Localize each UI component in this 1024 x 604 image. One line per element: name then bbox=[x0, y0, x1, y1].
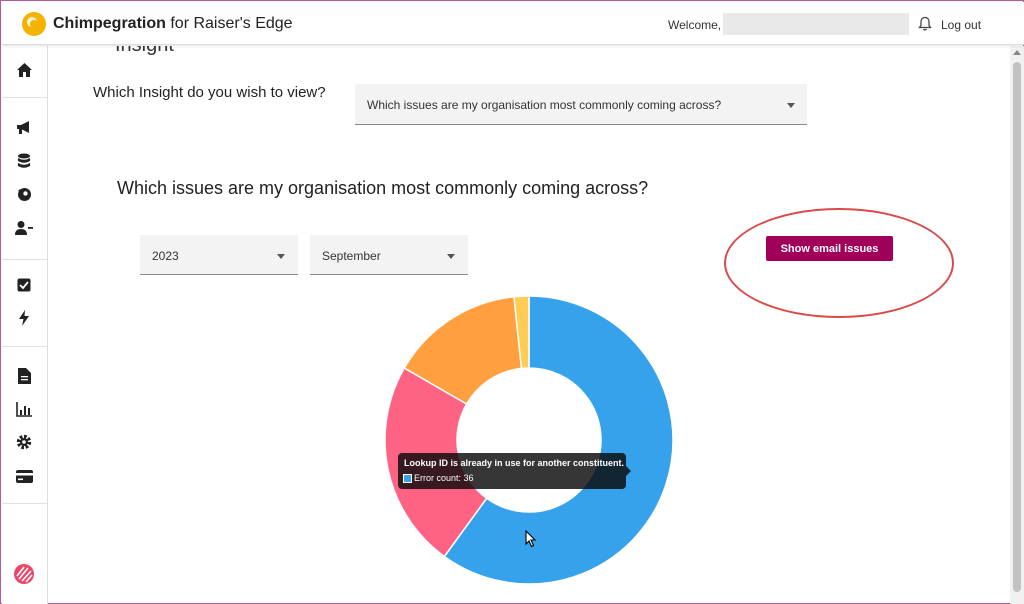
tooltip-caret bbox=[626, 466, 631, 476]
donut-segment[interactable] bbox=[513, 295, 530, 370]
user-name-redacted bbox=[723, 13, 909, 35]
home-icon[interactable] bbox=[15, 61, 33, 79]
tooltip-color-swatch bbox=[403, 474, 412, 483]
mouse-cursor-icon bbox=[525, 530, 537, 548]
user-remove-icon[interactable] bbox=[15, 219, 33, 237]
insight-select-value: Which issues are my organisation most co… bbox=[367, 98, 722, 112]
page-heading-partial: Insight bbox=[115, 46, 174, 57]
month-select-value: September bbox=[322, 249, 381, 263]
tooltip-title: Lookup ID is already in use for another … bbox=[404, 458, 625, 468]
sidebar-divider bbox=[2, 259, 48, 260]
brand-name: Chimpegration bbox=[53, 15, 166, 32]
insight-select[interactable]: Which issues are my organisation most co… bbox=[355, 84, 807, 125]
company-logo-icon bbox=[13, 563, 35, 585]
main-content: Insight Which Insight do you wish to vie… bbox=[49, 46, 1010, 604]
gear-icon[interactable] bbox=[15, 433, 33, 451]
tooltip-value: Error count: 36 bbox=[414, 473, 474, 483]
checkbox-icon[interactable] bbox=[15, 276, 33, 294]
chevron-down-icon bbox=[277, 254, 285, 259]
sidebar-divider bbox=[2, 346, 48, 347]
month-select[interactable]: September bbox=[310, 235, 468, 275]
top-bar: Chimpegration for Raiser's Edge Welcome,… bbox=[2, 2, 1024, 45]
scrollbar-thumb[interactable] bbox=[1013, 62, 1021, 592]
scroll-up-arrow-icon[interactable] bbox=[1013, 50, 1021, 55]
brand-suffix: for Raiser's Edge bbox=[170, 15, 293, 32]
credit-card-icon[interactable] bbox=[15, 467, 33, 485]
megaphone-icon[interactable] bbox=[15, 118, 33, 136]
sidebar-divider bbox=[2, 97, 48, 98]
section-title: Which issues are my organisation most co… bbox=[117, 178, 649, 198]
doughnut-chart[interactable] bbox=[381, 292, 677, 588]
vertical-scrollbar[interactable] bbox=[1010, 46, 1024, 604]
logout-link[interactable]: Log out bbox=[941, 18, 982, 32]
database-icon[interactable] bbox=[15, 152, 33, 170]
lightning-icon[interactable] bbox=[15, 309, 33, 327]
sidebar-divider bbox=[2, 503, 48, 504]
insight-question-label: Which Insight do you wish to view? bbox=[93, 84, 326, 101]
document-icon[interactable] bbox=[15, 367, 33, 385]
welcome-label: Welcome, bbox=[668, 18, 722, 32]
chimpegration-logo-icon[interactable] bbox=[22, 12, 46, 36]
donut-segment[interactable] bbox=[443, 295, 674, 585]
app-title: Chimpegration for Raiser's Edge bbox=[53, 15, 293, 33]
year-select-value: 2023 bbox=[152, 249, 179, 263]
year-select[interactable]: 2023 bbox=[140, 235, 298, 275]
chart-tooltip: Lookup ID is already in use for another … bbox=[398, 453, 631, 489]
sidebar bbox=[2, 46, 48, 604]
mailchimp-icon[interactable] bbox=[15, 185, 33, 203]
bell-icon[interactable] bbox=[918, 16, 932, 32]
chevron-down-icon bbox=[447, 254, 455, 259]
chevron-down-icon bbox=[787, 103, 795, 108]
bar-chart-icon[interactable] bbox=[15, 400, 33, 418]
highlight-annotation bbox=[724, 208, 954, 318]
